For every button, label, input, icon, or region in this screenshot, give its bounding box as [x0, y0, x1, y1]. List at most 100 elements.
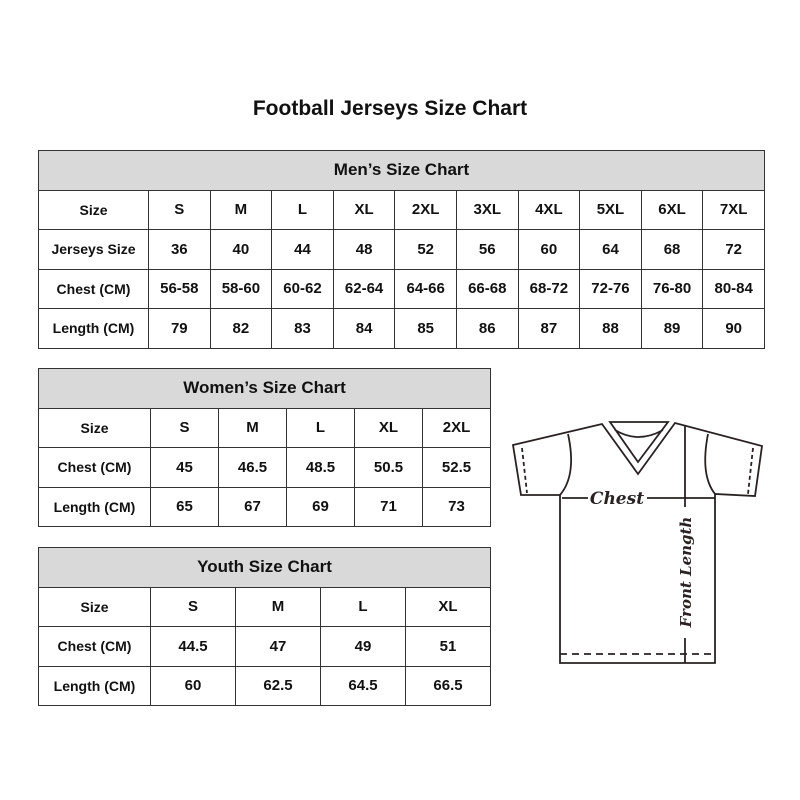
table-cell: 87	[517, 308, 581, 349]
table-cell: 82	[209, 308, 273, 349]
table-row: Size S M L XL	[38, 586, 491, 627]
row-label: Chest (CM)	[38, 268, 149, 309]
table-row: Size S M L XL 2XL 3XL 4XL 5XL 6XL 7XL	[38, 189, 765, 230]
table-cell: 7XL	[702, 189, 765, 230]
table-cell: 67	[218, 486, 287, 527]
table-cell: 89	[640, 308, 704, 349]
table-cell: 72-76	[579, 268, 642, 309]
table-cell: 58-60	[209, 268, 273, 309]
table-row: Chest (CM) 56-58 58-60 60-62 62-64 64-66 66-68…	[38, 268, 765, 309]
table-cell: M	[218, 407, 287, 448]
table-cell: 65	[150, 486, 219, 527]
table-cell: 64-66	[394, 268, 457, 309]
table-cell: S	[150, 586, 236, 627]
table-cell: 86	[455, 308, 519, 349]
jersey-outline	[511, 421, 764, 664]
table-cell: 90	[702, 308, 765, 349]
table-cell: 76-80	[640, 268, 704, 309]
table-cell: 64.5	[320, 665, 406, 706]
table-cell: 69	[286, 486, 355, 527]
table-cell: 5XL	[579, 189, 642, 230]
row-label: Chest (CM)	[38, 626, 151, 667]
table-cell: 72	[702, 229, 765, 270]
left-sleeve-hem	[521, 447, 528, 494]
table-cell: 62.5	[235, 665, 321, 706]
row-label: Chest (CM)	[38, 447, 151, 488]
row-label: Jerseys Size	[38, 229, 149, 270]
table-cell: 52	[394, 229, 457, 270]
page-title: Football Jerseys Size Chart	[252, 97, 528, 120]
table-cell: L	[320, 586, 406, 627]
table-cell: 49	[320, 626, 406, 667]
table-row: Length (CM) 65 67 69 71 73	[38, 486, 491, 527]
row-label: Length (CM)	[38, 308, 149, 349]
right-sleeve-hem	[747, 447, 754, 495]
jersey-diagram: Chest Front Length	[511, 421, 764, 664]
womens-size-table: Women’s Size Chart Size S M L XL 2XL Chest (CM)…	[38, 368, 491, 527]
table-row: Length (CM) 79 82 83 84 85 86 87 88 89 90	[38, 308, 765, 349]
table-cell: M	[209, 189, 273, 230]
table-cell: 60	[517, 229, 581, 270]
table-cell: 71	[354, 486, 423, 527]
table-row: Length (CM) 60 62.5 64.5 66.5	[38, 665, 491, 706]
youth-size-table: Youth Size Chart Size S M L XL Chest (CM) 44.5 4…	[38, 547, 491, 706]
men-table-heading: Men’s Size Chart	[38, 150, 765, 191]
row-label: Size	[38, 407, 151, 448]
table-cell: 60	[150, 665, 236, 706]
table-cell: L	[271, 189, 334, 230]
front-length-label: Front Length	[677, 517, 695, 629]
table-cell: 40	[209, 229, 273, 270]
table-cell: 48.5	[286, 447, 355, 488]
table-cell: 44	[271, 229, 334, 270]
table-cell: 80-84	[702, 268, 765, 309]
table-cell: 36	[148, 229, 211, 270]
table-cell: 62-64	[332, 268, 396, 309]
table-cell: 64	[579, 229, 642, 270]
table-cell: 56	[455, 229, 519, 270]
mens-size-table: Men’s Size Chart Size S M L XL 2XL 3XL 4XL 5XL 6XL…	[38, 150, 765, 349]
youth-table-heading: Youth Size Chart	[38, 547, 491, 588]
table-cell: 2XL	[422, 407, 491, 448]
chest-label: Chest	[590, 489, 644, 509]
table-cell: 44.5	[150, 626, 236, 667]
table-row: Size S M L XL 2XL	[38, 407, 491, 448]
table-cell: 79	[148, 308, 211, 349]
table-cell: 48	[332, 229, 396, 270]
table-row: Chest (CM) 44.5 47 49 51	[38, 626, 491, 667]
table-cell: 73	[422, 486, 491, 527]
row-label: Size	[38, 586, 151, 627]
table-cell: 68	[640, 229, 704, 270]
row-label: Length (CM)	[38, 486, 151, 527]
table-cell: XL	[405, 586, 491, 627]
table-cell: XL	[354, 407, 423, 448]
table-cell: 3XL	[455, 189, 519, 230]
table-cell: 46.5	[218, 447, 287, 488]
table-cell: 52.5	[422, 447, 491, 488]
table-cell: 85	[394, 308, 457, 349]
left-armhole	[559, 433, 573, 496]
table-cell: 88	[579, 308, 642, 349]
table-cell: S	[148, 189, 211, 230]
table-cell: 66-68	[455, 268, 519, 309]
women-table-heading: Women’s Size Chart	[38, 368, 491, 409]
table-cell: 68-72	[517, 268, 581, 309]
table-cell: 6XL	[640, 189, 704, 230]
table-row: Chest (CM) 45 46.5 48.5 50.5 52.5	[38, 447, 491, 488]
table-cell: 60-62	[271, 268, 334, 309]
row-label: Length (CM)	[38, 665, 151, 706]
row-label: Size	[38, 189, 149, 230]
table-cell: 66.5	[405, 665, 491, 706]
table-cell: 45	[150, 447, 219, 488]
table-row: Jerseys Size 36 40 44 48 52 56 60 64 68 72	[38, 229, 765, 270]
table-cell: 84	[332, 308, 396, 349]
table-cell: M	[235, 586, 321, 627]
table-cell: S	[150, 407, 219, 448]
table-cell: 51	[405, 626, 491, 667]
table-cell: 56-58	[148, 268, 211, 309]
table-cell: 4XL	[517, 189, 581, 230]
table-cell: 83	[271, 308, 334, 349]
table-cell: XL	[332, 189, 396, 230]
table-cell: 47	[235, 626, 321, 667]
right-armhole	[704, 433, 716, 495]
